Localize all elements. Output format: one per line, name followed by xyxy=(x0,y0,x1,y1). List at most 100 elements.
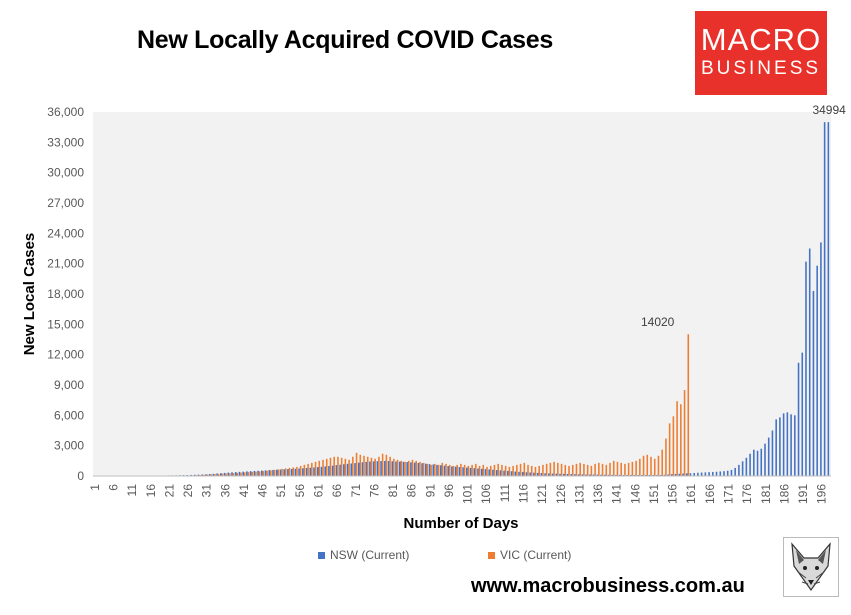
nsw-bar xyxy=(249,471,252,476)
x-tick-label: 11 xyxy=(125,484,139,497)
vic-bar xyxy=(251,471,253,476)
nsw-bar xyxy=(384,460,386,476)
vic-bar xyxy=(639,458,641,476)
nsw-bar xyxy=(738,464,740,476)
nsw-bar xyxy=(350,463,353,476)
vic-bar xyxy=(340,457,343,476)
vic-bar xyxy=(553,461,555,476)
nsw-bar xyxy=(566,473,569,476)
nsw-bar xyxy=(495,470,498,476)
x-tick-label: 166 xyxy=(703,484,717,504)
nsw-bar xyxy=(525,472,528,476)
vic-bar xyxy=(281,468,283,476)
vic-bar xyxy=(683,390,686,476)
vic-bar xyxy=(680,404,682,476)
vic-bar xyxy=(214,474,216,476)
website-url[interactable]: www.macrobusiness.com.au xyxy=(471,575,745,597)
data-labels: 14020 34994 xyxy=(641,103,846,329)
x-tick-label: 61 xyxy=(312,484,326,498)
vic-bar xyxy=(545,463,548,476)
vic-bar xyxy=(530,465,533,476)
nsw-bar xyxy=(425,463,427,476)
y-tick-label: 27,000 xyxy=(47,196,84,210)
nsw-bar xyxy=(309,467,312,476)
nsw-bar xyxy=(749,453,751,476)
vic-bar xyxy=(258,471,261,476)
vic-bar xyxy=(210,474,212,476)
nsw-bar xyxy=(611,474,613,476)
nsw-bar xyxy=(674,473,677,476)
nsw-bar xyxy=(726,470,729,476)
vic-bar xyxy=(437,464,440,476)
nsw-bar xyxy=(693,472,695,476)
vic-bar xyxy=(598,462,600,476)
legend-label-vic: VIC (Current) xyxy=(500,548,572,562)
vic-bar xyxy=(355,452,358,476)
nsw-bar xyxy=(808,248,811,476)
vic-bar xyxy=(616,461,619,476)
vic-bar xyxy=(501,464,503,476)
vic-bar xyxy=(307,463,309,476)
nsw-bar xyxy=(328,465,330,476)
nsw-bar xyxy=(548,473,550,476)
x-tick-label: 1 xyxy=(88,484,102,491)
nsw-bar xyxy=(671,474,673,476)
nsw-bar xyxy=(410,462,412,476)
nsw-bar xyxy=(775,419,777,476)
legend-swatch-nsw xyxy=(318,551,325,559)
nsw-bar xyxy=(581,474,584,476)
nsw-bar xyxy=(305,468,308,476)
nsw-bar xyxy=(331,465,334,476)
nsw-bar xyxy=(562,473,565,476)
vic-bar xyxy=(359,454,362,476)
nsw-bar xyxy=(794,415,796,476)
nsw-bar xyxy=(480,468,483,476)
nsw-bar xyxy=(380,461,382,476)
nsw-bar xyxy=(246,471,248,476)
vic-bar xyxy=(366,456,369,476)
vic-bar xyxy=(247,472,250,476)
nsw-bar xyxy=(730,469,733,476)
vic-bar xyxy=(229,473,231,476)
nsw-bar xyxy=(637,474,640,476)
legend-swatch-vic xyxy=(488,551,495,559)
nsw-bar xyxy=(805,261,807,476)
nsw-bar xyxy=(570,474,572,476)
nsw-bar xyxy=(234,472,237,476)
fox-head-drawing xyxy=(791,542,831,592)
nsw-bar xyxy=(421,463,423,476)
legend: NSW (Current) VIC (Current) xyxy=(0,548,851,564)
data-label: 14020 xyxy=(641,315,675,329)
vic-bar xyxy=(370,457,373,476)
nsw-bar xyxy=(577,474,580,476)
nsw-bar xyxy=(428,464,431,476)
vic-bar xyxy=(620,462,622,476)
vic-bar xyxy=(255,471,257,476)
nsw-bar xyxy=(540,473,543,476)
vic-bar xyxy=(240,472,242,476)
vic-bar xyxy=(236,472,239,476)
vic-bar xyxy=(534,466,537,476)
nsw-bar xyxy=(801,352,804,476)
vic-bar xyxy=(497,463,499,476)
fox-head-icon xyxy=(783,537,839,597)
vic-bar xyxy=(463,464,466,476)
nsw-bar xyxy=(764,443,766,476)
vic-bar xyxy=(217,473,220,476)
x-tick-label: 66 xyxy=(330,484,344,498)
vic-bar xyxy=(460,463,462,476)
vic-bar xyxy=(314,461,317,476)
nsw-bar xyxy=(615,474,617,476)
y-tick-label: 18,000 xyxy=(47,287,84,301)
vic-bar xyxy=(687,334,690,476)
vic-bar xyxy=(292,467,294,476)
nsw-bar xyxy=(439,465,442,476)
x-tick-label: 71 xyxy=(349,484,363,498)
vic-bar xyxy=(594,463,596,476)
vic-bar xyxy=(206,474,209,476)
nsw-bar xyxy=(559,473,561,476)
vic-bar xyxy=(415,460,417,476)
nsw-bar xyxy=(190,474,192,476)
nsw-bar xyxy=(712,471,714,476)
x-tick-label: 156 xyxy=(666,484,680,504)
